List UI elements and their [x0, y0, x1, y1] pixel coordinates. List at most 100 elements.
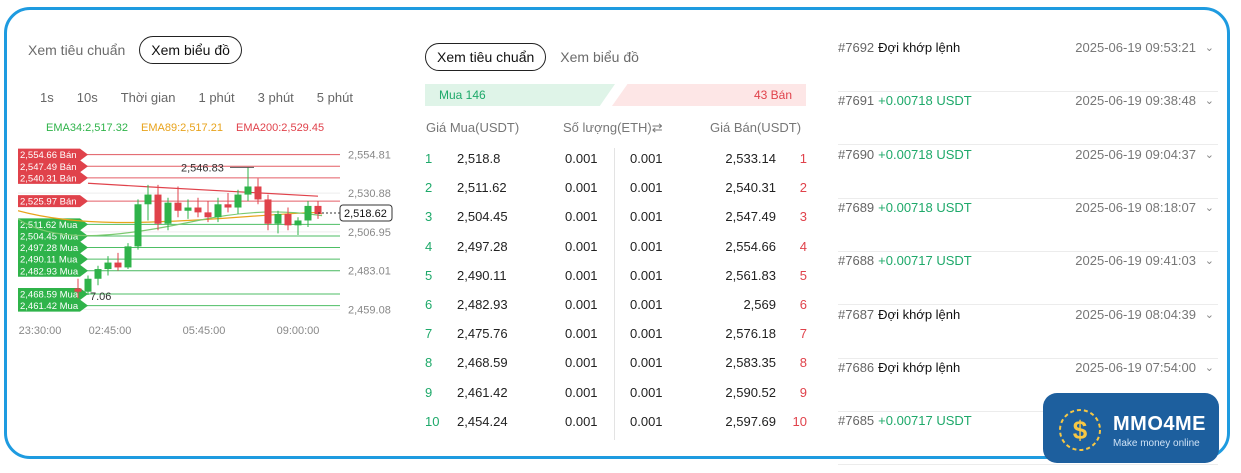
buy-level-label: 2,497.28 Mua	[20, 243, 79, 254]
orderbook-row[interactable]: 4 2,497.28 0.001 0.001 2,554.66 4	[425, 239, 810, 268]
timeframe-time[interactable]: Thời gian	[120, 90, 176, 105]
sell-price: 2,576.18	[725, 326, 776, 342]
sell-level-label: 2,540.31 Bán	[20, 173, 77, 184]
x-tick-label: 23:30:00	[19, 325, 62, 337]
candle	[114, 262, 122, 268]
orderbook-row[interactable]: 3 2,504.45 0.001 0.001 2,547.49 3	[425, 209, 810, 238]
order-id: #7692	[838, 40, 875, 55]
buy-level-tag	[18, 229, 88, 242]
sell-quantity: 0.001	[630, 413, 663, 429]
timeframe-10s[interactable]: 10s	[76, 90, 98, 105]
chevron-down-icon[interactable]: ⌄	[1204, 308, 1214, 321]
buy-quantity: 0.001	[565, 151, 598, 166]
orderbook-row[interactable]: 7 2,475.76 0.001 0.001 2,576.18 7	[425, 326, 810, 355]
sell-index: 3	[799, 209, 807, 225]
tab-standard-view[interactable]: Xem tiêu chuẩn	[28, 42, 126, 58]
timeframe-1m[interactable]: 1 phút	[198, 90, 235, 105]
history-item[interactable]: #7690 +0.00718 USDT 2025-06-19 09:04:37 ⌄	[838, 145, 1218, 199]
order-profit: +0.00718 USDT	[878, 93, 972, 109]
orderbook-row[interactable]: 5 2,490.11 0.001 0.001 2,561.83 5	[425, 268, 810, 297]
buy-price: 2,482.93	[457, 297, 508, 312]
buy-price: 2,504.45	[457, 209, 508, 225]
chevron-down-icon[interactable]: ⌄	[1204, 148, 1214, 161]
timeframe-5m[interactable]: 5 phút	[316, 90, 353, 105]
header-quantity-toggle[interactable]: Số lượng(ETH)⇄	[563, 120, 663, 135]
order-time: 2025-06-19 09:41:03	[1075, 253, 1196, 269]
history-item[interactable]: #7686 Đợi khớp lệnh 2025-06-19 07:54:00 ⌄	[838, 358, 1218, 412]
candle	[134, 204, 142, 247]
sell-index: 7	[799, 326, 807, 342]
buy-level-tag	[18, 241, 88, 254]
chevron-down-icon[interactable]: ⌄	[1204, 255, 1214, 268]
timeframe-3m[interactable]: 3 phút	[257, 90, 294, 105]
candle	[84, 278, 92, 292]
ob-tab-chart-view[interactable]: Xem biểu đồ	[560, 49, 639, 65]
order-time: 2025-06-19 08:04:39	[1075, 306, 1196, 322]
order-id: #7687	[838, 306, 875, 322]
history-item[interactable]: #7692 Đợi khớp lệnh 2025-06-19 09:53:21 ⌄	[838, 38, 1218, 92]
candle	[174, 202, 182, 211]
history-item[interactable]: #7691 +0.00718 USDT 2025-06-19 09:38:48 ⌄	[838, 91, 1218, 146]
sell-quantity: 0.001	[630, 267, 663, 283]
ob-tab-standard-view[interactable]: Xem tiêu chuẩn	[425, 43, 547, 71]
sell-index: 2	[799, 180, 807, 196]
chevron-down-icon[interactable]: ⌄	[1204, 95, 1214, 108]
buy-index: 7	[425, 326, 433, 342]
order-status: Đợi khớp lệnh	[878, 359, 961, 375]
orderbook-row[interactable]: 8 2,468.59 0.001 0.001 2,583.35 8	[425, 355, 810, 384]
sell-quantity: 0.001	[630, 238, 663, 254]
candle	[294, 220, 302, 226]
sell-quantity: 0.001	[630, 209, 663, 225]
y-tick-label: 2,459.08	[348, 304, 391, 316]
orderbook-row[interactable]: 1 2,518.8 0.001 0.001 2,533.14 1	[425, 151, 810, 180]
buy-price: 2,468.59	[457, 355, 508, 371]
history-item[interactable]: #7688 +0.00717 USDT 2025-06-19 09:41:03 ⌄	[838, 251, 1218, 306]
buy-level-label: 2,482.93 Mua	[20, 266, 79, 277]
history-item[interactable]: #7687 Đợi khớp lệnh 2025-06-19 08:04:39 ⌄	[838, 305, 1218, 359]
y-tick-label: 2,530.88	[348, 188, 391, 200]
ema34-label: EMA34:2,517.32	[46, 122, 128, 134]
buy-level-tag	[18, 264, 88, 277]
logo-tagline: Make money online	[1113, 438, 1200, 449]
sell-price: 2,540.31	[725, 180, 776, 196]
timeframe-selector: 1s 10s Thời gian 1 phút 3 phút 5 phút	[40, 90, 376, 105]
candle	[144, 194, 152, 205]
order-time: 2025-06-19 09:53:21	[1075, 40, 1196, 55]
orderbook-row[interactable]: 9 2,461.42 0.001 0.001 2,590.52 9	[425, 385, 810, 414]
candle	[204, 212, 212, 218]
sell-index: 9	[799, 384, 807, 400]
sell-level-label: 2,554.66 Bán	[20, 150, 77, 161]
candle	[184, 207, 192, 211]
order-id: #7691	[838, 93, 875, 109]
buy-index: 10	[425, 413, 440, 429]
orderbook-row[interactable]: 10 2,454.24 0.001 0.001 2,597.69 10	[425, 414, 810, 443]
orderbook-row[interactable]: 6 2,482.93 0.001 0.001 2,569 6	[425, 297, 810, 326]
candle	[224, 204, 232, 208]
sell-price: 2,547.49	[725, 209, 776, 225]
buy-price: 2,511.62	[457, 180, 507, 196]
sell-price: 2,583.35	[725, 355, 776, 371]
order-status: Đợi khớp lệnh	[878, 40, 961, 55]
sell-index: 1	[799, 151, 807, 166]
svg-text:$: $	[1073, 415, 1088, 445]
order-id: #7689	[838, 199, 875, 215]
buy-quantity: 0.001	[565, 413, 598, 429]
ema200-line	[87, 182, 319, 197]
sell-quantity: 0.001	[630, 297, 663, 312]
chevron-down-icon[interactable]: ⌄	[1204, 361, 1214, 374]
price-chart[interactable]: 2,554.81 2,530.88 2,506.95 2,483.01 2,459.08…	[18, 138, 398, 340]
sell-price: 2,554.66	[725, 238, 776, 254]
order-status: Đợi khớp lệnh	[878, 306, 961, 322]
orderbook-row[interactable]: 2 2,511.62 0.001 0.001 2,540.31 2	[425, 180, 810, 209]
buy-quantity: 0.001	[565, 355, 598, 371]
timeframe-1s[interactable]: 1s	[40, 90, 54, 105]
chevron-down-icon[interactable]: ⌄	[1204, 201, 1214, 214]
history-item[interactable]: #7689 +0.00718 USDT 2025-06-19 08:18:07 ⌄	[838, 198, 1218, 252]
chevron-down-icon[interactable]: ⌄	[1204, 42, 1214, 54]
buy-quantity: 0.001	[565, 209, 598, 225]
order-profit: +0.00718 USDT	[878, 199, 972, 215]
y-tick-label: 2,483.01	[348, 266, 391, 278]
buy-quantity: 0.001	[565, 326, 598, 342]
tab-chart-view[interactable]: Xem biểu đồ	[139, 36, 242, 64]
x-tick-label: 09:00:00	[277, 325, 320, 337]
